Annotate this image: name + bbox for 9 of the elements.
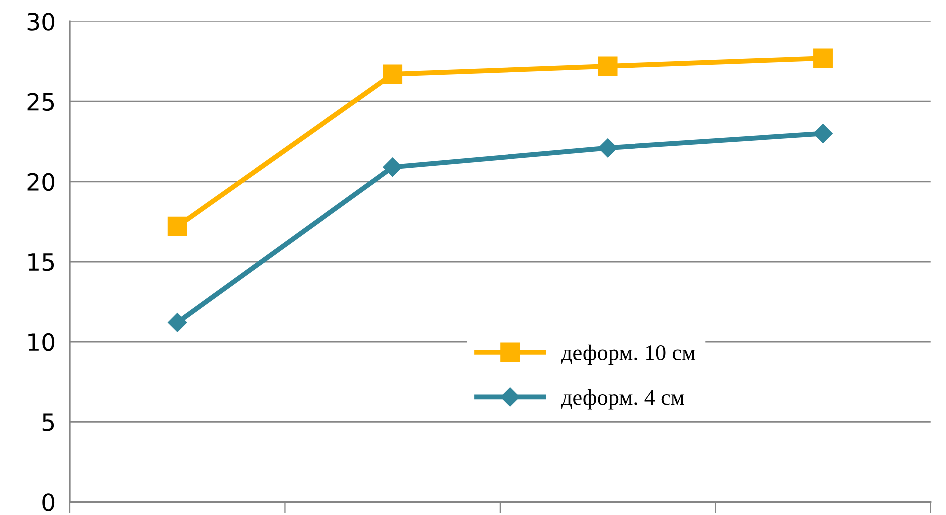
y-tick-label: 15 bbox=[28, 254, 54, 272]
y-tick-label: 25 bbox=[28, 93, 54, 112]
y-tick-label: 10 bbox=[28, 333, 55, 352]
y-tick-label: 5 bbox=[42, 414, 54, 432]
y-tick-label: 20 bbox=[28, 173, 55, 192]
legend-label: деформ. 10 см bbox=[561, 344, 696, 365]
y-tick-label: 0 bbox=[42, 494, 55, 512]
legend-label: деформ. 4 см bbox=[561, 390, 684, 410]
y-tick-label: 30 bbox=[28, 13, 55, 31]
